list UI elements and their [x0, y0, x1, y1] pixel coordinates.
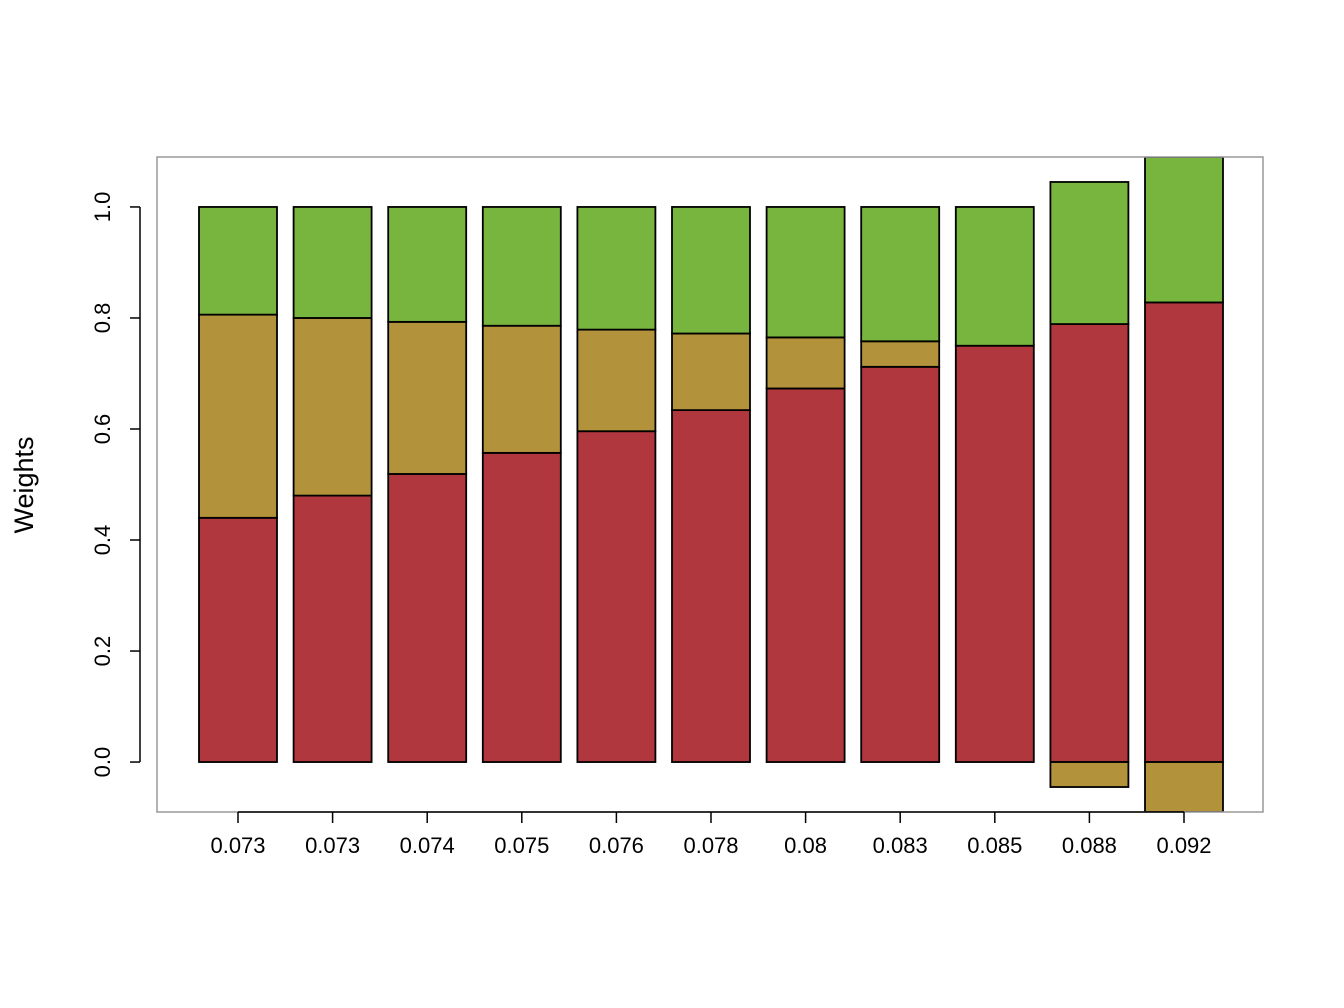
- x-tick-label-3: 0.074: [400, 833, 455, 858]
- bar-segment-1-series-3: [198, 206, 278, 316]
- y-axis-title: Weights: [9, 436, 39, 533]
- y-tick-label-5: 0.8: [90, 303, 115, 334]
- bar-segment-5-series-2: [576, 328, 657, 433]
- bar-segment-2-series-1: [292, 494, 373, 763]
- bar-segment-3-series-3: [387, 206, 468, 323]
- bar-segment-4-series-2: [481, 324, 562, 454]
- bar-segment-11-series-3: [1144, 157, 1224, 304]
- bar-segment-2-series-2: [292, 317, 373, 497]
- x-tick-label-5: 0.076: [589, 833, 644, 858]
- y-tick-label-1: 0.0: [90, 747, 115, 778]
- bar-segment-8-series-1: [860, 365, 941, 763]
- y-tick-label-3: 0.4: [90, 525, 115, 556]
- bar-segment-6-series-2: [671, 332, 751, 412]
- bar-segment-11-series-2: [1144, 761, 1224, 812]
- x-tick-label-1: 0.073: [210, 833, 265, 858]
- bar-segment-7-series-2: [765, 336, 846, 390]
- bar-segment-4-series-3: [481, 206, 562, 327]
- bar-segment-3-series-1: [387, 473, 468, 763]
- bar-segment-4-series-1: [481, 451, 562, 763]
- y-tick-label-2: 0.2: [90, 636, 115, 667]
- bar-segment-8-series-2: [860, 340, 941, 368]
- bar-segment-9-series-1: [954, 344, 1035, 763]
- bar-segment-6-series-3: [671, 206, 751, 335]
- y-tick-label-4: 0.6: [90, 414, 115, 445]
- x-tick-label-7: 0.08: [784, 833, 827, 858]
- bar-segment-6-series-1: [671, 409, 751, 763]
- bars-group: [198, 157, 1224, 812]
- bar-segment-5-series-1: [576, 430, 657, 763]
- x-tick-label-6: 0.078: [683, 833, 738, 858]
- x-axis: 0.073 0.073 0.074 0.075 0.076 0.078 0.08 0.083 0…: [210, 811, 1212, 858]
- x-tick-label-4: 0.075: [494, 833, 549, 858]
- y-tick-label-6: 1.0: [90, 192, 115, 223]
- bar-segment-10-series-3: [1049, 181, 1130, 325]
- bar-segment-11-series-1: [1144, 301, 1224, 763]
- x-tick-label-11: 0.092: [1156, 833, 1211, 858]
- bar-segment-7-series-3: [765, 206, 846, 339]
- x-tick-label-8: 0.083: [873, 833, 928, 858]
- x-tick-label-9: 0.085: [967, 833, 1022, 858]
- x-tick-label-10: 0.088: [1062, 833, 1117, 858]
- bar-segment-9-series-3: [954, 206, 1035, 347]
- bar-segment-1-series-2: [198, 313, 278, 519]
- bar-segment-7-series-1: [765, 387, 846, 763]
- x-tick-label-2: 0.073: [305, 833, 360, 858]
- y-axis: 0.0 0.2 0.4 0.6 0.8 1.0: [90, 192, 141, 778]
- bar-segment-3-series-2: [387, 320, 468, 475]
- bar-segment-8-series-3: [860, 206, 941, 343]
- bar-segment-10-series-1: [1049, 323, 1130, 763]
- bar-segment-1-series-1: [198, 516, 278, 763]
- bar-segment-5-series-3: [576, 206, 657, 331]
- bar-segment-2-series-3: [292, 206, 373, 319]
- bar-segment-10-series-2: [1049, 761, 1130, 788]
